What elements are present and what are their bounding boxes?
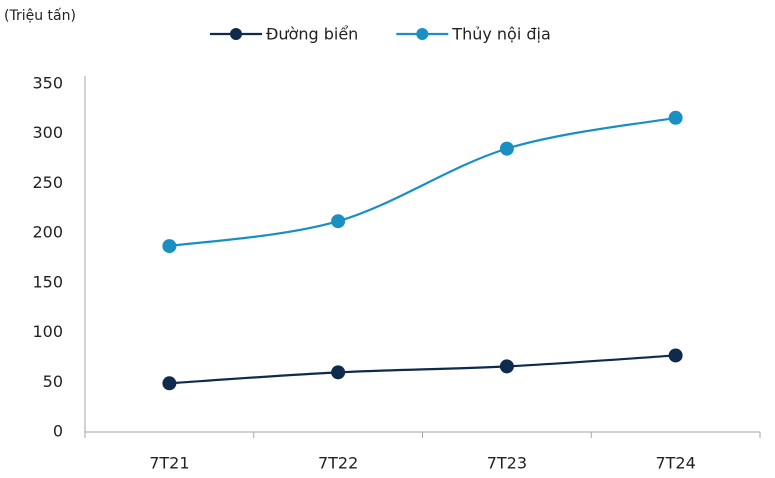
series-line xyxy=(169,116,676,248)
x-tick-label: 7T22 xyxy=(318,454,358,473)
data-point xyxy=(162,239,177,254)
y-tick-label: 150 xyxy=(32,272,63,291)
legend-marker xyxy=(230,28,242,40)
data-point xyxy=(499,141,514,156)
data-point xyxy=(668,348,683,363)
y-tick-label: 50 xyxy=(43,372,63,391)
y-axis-label: (Triệu tấn) xyxy=(4,8,76,24)
data-point xyxy=(331,365,346,380)
y-tick-label: 0 xyxy=(53,422,63,441)
data-point xyxy=(499,359,514,374)
legend-label: Thủy nội địa xyxy=(451,25,550,44)
data-point xyxy=(331,214,346,229)
x-tick-label: 7T24 xyxy=(655,454,695,473)
y-tick-label: 300 xyxy=(32,123,63,142)
y-tick-label: 250 xyxy=(32,173,63,192)
legend-marker xyxy=(416,28,429,40)
series-line xyxy=(169,354,676,385)
y-tick-label: 350 xyxy=(32,74,63,93)
y-tick-label: 100 xyxy=(32,322,63,341)
legend-label: Đường biển xyxy=(266,25,358,44)
data-point xyxy=(668,110,683,125)
data-point xyxy=(162,376,177,391)
y-tick-label: 200 xyxy=(32,223,63,242)
x-tick-label: 7T23 xyxy=(487,454,527,473)
x-tick-label: 7T21 xyxy=(149,454,189,473)
